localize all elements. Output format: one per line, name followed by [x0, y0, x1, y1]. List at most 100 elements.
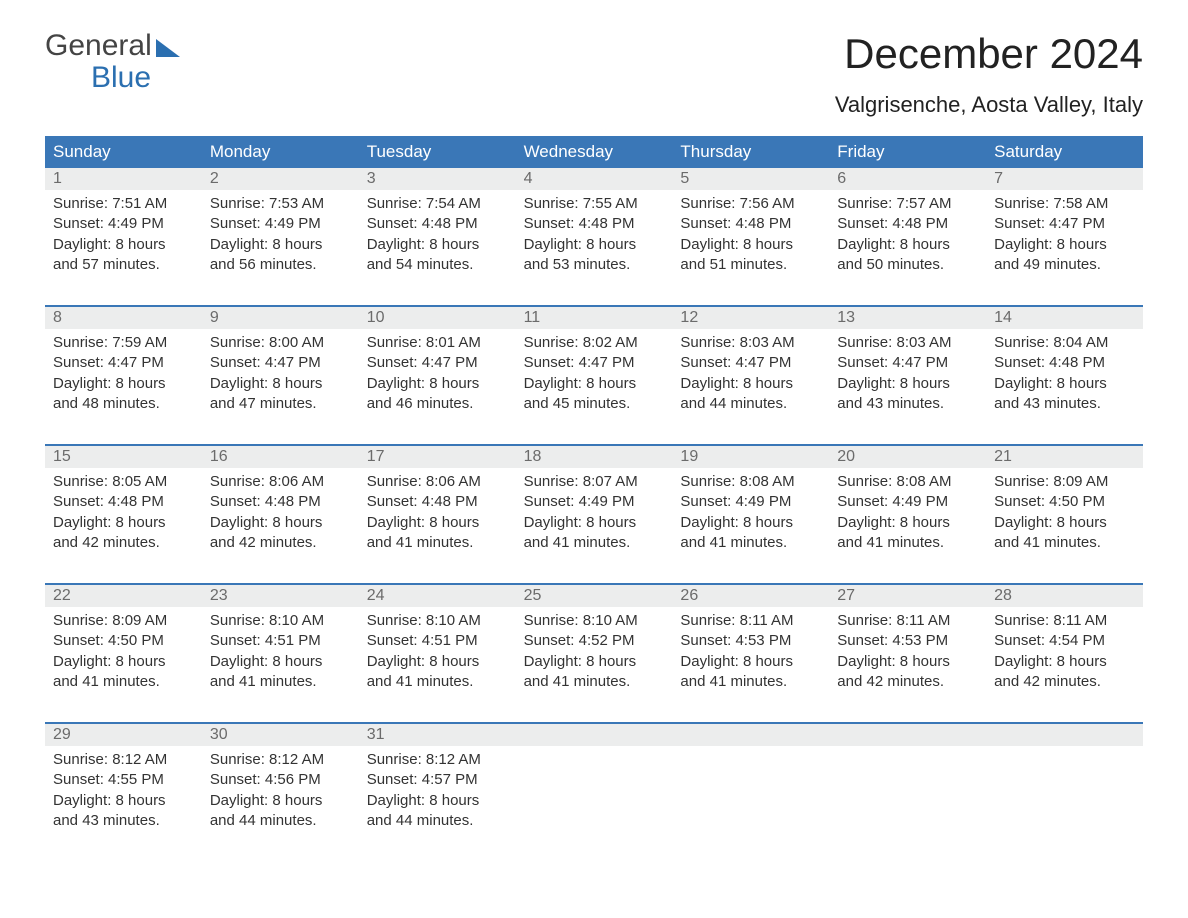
sunrise-line: Sunrise: 8:08 AM [680, 472, 821, 492]
calendar-week: 1234567Sunrise: 7:51 AMSunset: 4:49 PMDa… [45, 168, 1143, 281]
sunset-line: Sunset: 4:48 PM [837, 214, 978, 234]
sunrise-line: Sunrise: 7:57 AM [837, 194, 978, 214]
daylight-line: Daylight: 8 hours and 53 minutes. [524, 235, 665, 276]
calendar-cell: Sunrise: 8:03 AMSunset: 4:47 PMDaylight:… [829, 329, 986, 420]
sunrise-line: Sunrise: 8:11 AM [837, 611, 978, 631]
daylight-line: Daylight: 8 hours and 44 minutes. [680, 374, 821, 415]
day-number: 26 [672, 585, 829, 607]
sunrise-line: Sunrise: 8:09 AM [53, 611, 194, 631]
calendar-cell: Sunrise: 8:04 AMSunset: 4:48 PMDaylight:… [986, 329, 1143, 420]
sunset-line: Sunset: 4:53 PM [680, 631, 821, 651]
sunrise-line: Sunrise: 8:10 AM [524, 611, 665, 631]
day-number: 3 [359, 168, 516, 190]
sunset-line: Sunset: 4:52 PM [524, 631, 665, 651]
sunset-line: Sunset: 4:48 PM [210, 492, 351, 512]
sunrise-line: Sunrise: 8:12 AM [210, 750, 351, 770]
daylight-line: Daylight: 8 hours and 57 minutes. [53, 235, 194, 276]
calendar-week: 22232425262728Sunrise: 8:09 AMSunset: 4:… [45, 583, 1143, 698]
calendar-cell: Sunrise: 8:12 AMSunset: 4:57 PMDaylight:… [359, 746, 516, 837]
calendar: SundayMondayTuesdayWednesdayThursdayFrid… [45, 136, 1143, 837]
sunset-line: Sunset: 4:56 PM [210, 770, 351, 790]
day-number: 7 [986, 168, 1143, 190]
daynum-row: 1234567 [45, 168, 1143, 190]
day-number: 9 [202, 307, 359, 329]
daylight-line: Daylight: 8 hours and 41 minutes. [367, 513, 508, 554]
calendar-cell: Sunrise: 8:05 AMSunset: 4:48 PMDaylight:… [45, 468, 202, 559]
daylight-line: Daylight: 8 hours and 41 minutes. [837, 513, 978, 554]
calendar-cell: Sunrise: 8:06 AMSunset: 4:48 PMDaylight:… [359, 468, 516, 559]
calendar-cell: Sunrise: 8:12 AMSunset: 4:56 PMDaylight:… [202, 746, 359, 837]
calendar-cell: Sunrise: 8:10 AMSunset: 4:51 PMDaylight:… [359, 607, 516, 698]
day-number: 24 [359, 585, 516, 607]
day-number: 30 [202, 724, 359, 746]
sunrise-line: Sunrise: 8:09 AM [994, 472, 1135, 492]
calendar-cell: Sunrise: 7:54 AMSunset: 4:48 PMDaylight:… [359, 190, 516, 281]
day-number: 31 [359, 724, 516, 746]
calendar-cell: Sunrise: 8:12 AMSunset: 4:55 PMDaylight:… [45, 746, 202, 837]
sunset-line: Sunset: 4:48 PM [367, 214, 508, 234]
sunset-line: Sunset: 4:51 PM [210, 631, 351, 651]
sunset-line: Sunset: 4:49 PM [837, 492, 978, 512]
weekday-label: Monday [202, 136, 359, 168]
page-title: December 2024 [835, 30, 1143, 78]
day-number: 6 [829, 168, 986, 190]
calendar-cell: Sunrise: 8:09 AMSunset: 4:50 PMDaylight:… [45, 607, 202, 698]
daynum-row: 22232425262728 [45, 585, 1143, 607]
daylight-line: Daylight: 8 hours and 42 minutes. [53, 513, 194, 554]
logo-line1: General [45, 30, 152, 62]
weekday-label: Friday [829, 136, 986, 168]
sunrise-line: Sunrise: 8:06 AM [367, 472, 508, 492]
daylight-line: Daylight: 8 hours and 51 minutes. [680, 235, 821, 276]
calendar-cell [829, 746, 986, 837]
sunset-line: Sunset: 4:49 PM [524, 492, 665, 512]
sunrise-line: Sunrise: 8:05 AM [53, 472, 194, 492]
day-number: 27 [829, 585, 986, 607]
daylight-line: Daylight: 8 hours and 56 minutes. [210, 235, 351, 276]
sunrise-line: Sunrise: 8:11 AM [994, 611, 1135, 631]
calendar-cell: Sunrise: 7:59 AMSunset: 4:47 PMDaylight:… [45, 329, 202, 420]
sunrise-line: Sunrise: 7:54 AM [367, 194, 508, 214]
sunrise-line: Sunrise: 8:00 AM [210, 333, 351, 353]
day-number: 2 [202, 168, 359, 190]
calendar-cell: Sunrise: 7:51 AMSunset: 4:49 PMDaylight:… [45, 190, 202, 281]
daynum-row: 15161718192021 [45, 446, 1143, 468]
daylight-line: Daylight: 8 hours and 49 minutes. [994, 235, 1135, 276]
daylight-line: Daylight: 8 hours and 42 minutes. [837, 652, 978, 693]
calendar-cell: Sunrise: 8:02 AMSunset: 4:47 PMDaylight:… [516, 329, 673, 420]
sunset-line: Sunset: 4:55 PM [53, 770, 194, 790]
day-number [829, 724, 986, 746]
daylight-line: Daylight: 8 hours and 54 minutes. [367, 235, 508, 276]
location-label: Valgrisenche, Aosta Valley, Italy [835, 92, 1143, 118]
daylight-line: Daylight: 8 hours and 41 minutes. [524, 513, 665, 554]
sunrise-line: Sunrise: 8:06 AM [210, 472, 351, 492]
logo: General Blue [45, 30, 180, 93]
day-number: 1 [45, 168, 202, 190]
day-number: 25 [516, 585, 673, 607]
daylight-line: Daylight: 8 hours and 41 minutes. [210, 652, 351, 693]
daylight-line: Daylight: 8 hours and 41 minutes. [524, 652, 665, 693]
calendar-week: 15161718192021Sunrise: 8:05 AMSunset: 4:… [45, 444, 1143, 559]
sunrise-line: Sunrise: 8:12 AM [367, 750, 508, 770]
sunset-line: Sunset: 4:50 PM [994, 492, 1135, 512]
daylight-line: Daylight: 8 hours and 46 minutes. [367, 374, 508, 415]
sunrise-line: Sunrise: 8:08 AM [837, 472, 978, 492]
daylight-line: Daylight: 8 hours and 41 minutes. [994, 513, 1135, 554]
sunset-line: Sunset: 4:47 PM [994, 214, 1135, 234]
sunrise-line: Sunrise: 8:04 AM [994, 333, 1135, 353]
sunset-line: Sunset: 4:57 PM [367, 770, 508, 790]
daynum-row: 293031 [45, 724, 1143, 746]
day-number: 14 [986, 307, 1143, 329]
calendar-cell: Sunrise: 8:08 AMSunset: 4:49 PMDaylight:… [672, 468, 829, 559]
day-number: 8 [45, 307, 202, 329]
calendar-cell [516, 746, 673, 837]
weekday-label: Saturday [986, 136, 1143, 168]
sunrise-line: Sunrise: 8:03 AM [680, 333, 821, 353]
calendar-cell: Sunrise: 8:03 AMSunset: 4:47 PMDaylight:… [672, 329, 829, 420]
sunset-line: Sunset: 4:51 PM [367, 631, 508, 651]
calendar-cell: Sunrise: 8:10 AMSunset: 4:52 PMDaylight:… [516, 607, 673, 698]
day-number: 18 [516, 446, 673, 468]
sunset-line: Sunset: 4:47 PM [680, 353, 821, 373]
day-number: 15 [45, 446, 202, 468]
sunset-line: Sunset: 4:53 PM [837, 631, 978, 651]
calendar-cell: Sunrise: 7:57 AMSunset: 4:48 PMDaylight:… [829, 190, 986, 281]
